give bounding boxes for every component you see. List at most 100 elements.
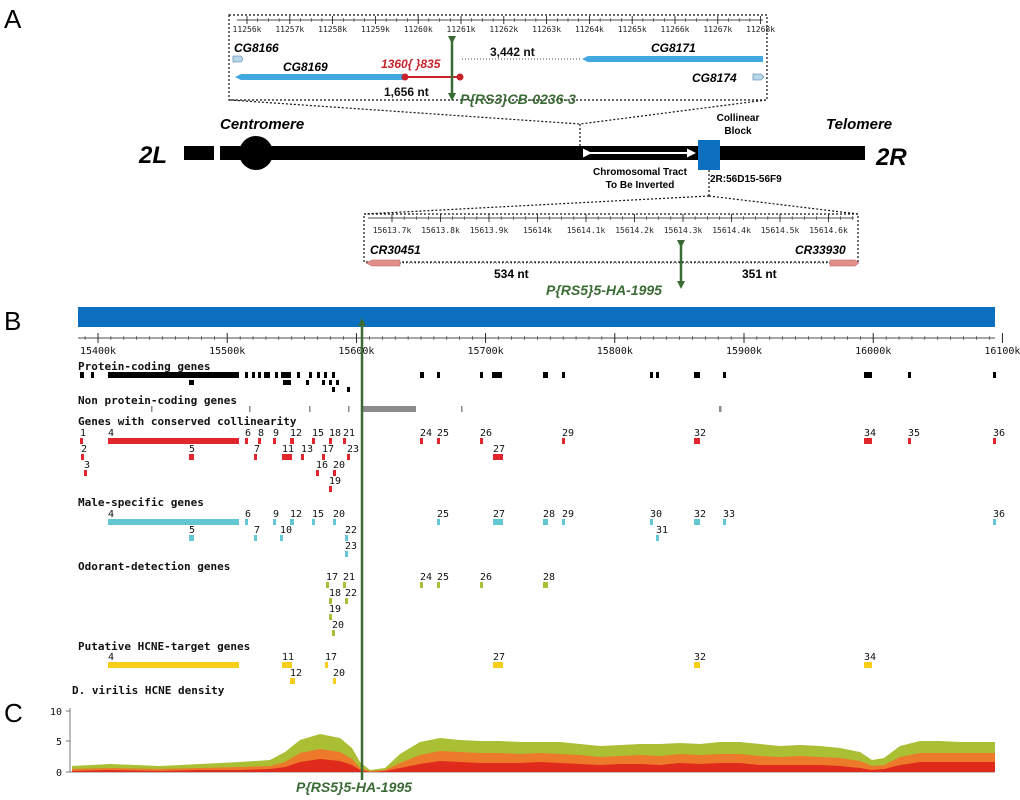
gene-mark [108, 438, 239, 444]
gene-number-label: 29 [562, 428, 574, 439]
top-inset-ticks: 11256k 11257k 11258k 11259k 11260k 11261k 1126… [233, 16, 775, 34]
gene-number-label: 19 [329, 604, 341, 615]
bottom-tick-label: 15613.7k [373, 226, 412, 235]
gene-mark [282, 662, 292, 668]
collinear-block-label-2: Block [724, 126, 752, 137]
centromere-label: Centromere [220, 116, 304, 133]
gene-mark [480, 438, 483, 444]
gene-mark [333, 470, 336, 476]
gene-mark [993, 438, 996, 444]
gene-number-label: 25 [437, 509, 449, 520]
bottom-inset-ticks: 15613.7k 15613.8k 15613.9k 15614k 15614.1k 15… [373, 214, 853, 235]
arm-label-2l: 2L [138, 142, 167, 169]
axis-tick-label: 16000k [855, 346, 891, 357]
tract-label-1: Chromosomal Tract [593, 167, 688, 178]
bottom-tick-label: 15614.6k [809, 226, 848, 235]
gene-mark [656, 535, 659, 541]
gene-number-label: 29 [562, 509, 574, 520]
centromere-circle [239, 136, 273, 170]
gene-number-label: 35 [908, 428, 920, 439]
odorant-track: 17 18 19 20 21 22 24 25 26 28 [326, 572, 555, 636]
gene-mark [908, 438, 911, 444]
deletion-right-dot [456, 73, 464, 81]
gene-number-label: 36 [993, 428, 1005, 439]
axis-tick-label: 16100k [984, 346, 1020, 357]
gene-mark [322, 454, 325, 460]
collinear-block [698, 140, 720, 170]
gene-number-label: 9 [273, 428, 279, 439]
gene-mark [864, 662, 872, 668]
gene-mark [290, 438, 294, 444]
track-title-protein-coding: Protein-coding genes [78, 360, 210, 373]
gene-number-label: 18 [329, 588, 341, 599]
track-title-odorant: Odorant-detection genes [78, 560, 230, 573]
gene-mark [312, 438, 315, 444]
top-tick-label: 11260k [404, 25, 433, 34]
gene-mark [273, 438, 276, 444]
gene-number-label: 9 [273, 509, 279, 520]
bottom-tick-label: 15613.8k [421, 226, 460, 235]
gene-number-label: 32 [694, 509, 706, 520]
gene-label-cr33930: CR33930 [795, 243, 846, 257]
gene-mark [316, 470, 319, 476]
gene-number-label: 7 [254, 525, 260, 536]
gene-mark [345, 551, 348, 557]
panel-a: 11256k 11257k 11258k 11259k 11260k 11261k 1126… [138, 14, 907, 298]
gene-mark [254, 454, 257, 460]
non-protein-coding-track [151, 406, 722, 412]
gene-mark [329, 614, 332, 620]
axis-tick-label: 15600k [338, 346, 374, 357]
gene-label-cg8171: CG8171 [651, 41, 696, 55]
insertion-label-bottom: P{RS5}5-HA-1995 [546, 282, 662, 298]
gene-number-label: 22 [345, 525, 357, 536]
zoom-line-top-left [229, 99, 581, 125]
gene-number-label: 22 [345, 588, 357, 599]
bottom-tick-label: 15614.5k [761, 226, 800, 235]
gene-number-label: 1 [80, 428, 86, 439]
gene-number-label: 21 [343, 572, 355, 583]
gene-number-label: 12 [290, 668, 302, 679]
gene-number-label: 20 [333, 668, 345, 679]
gene-number-label: 28 [543, 509, 555, 520]
panel-c: D. virilis HCNE density 10 5 0 [50, 684, 995, 779]
top-tick-label: 11257k [275, 25, 304, 34]
gene-number-label: 21 [343, 428, 355, 439]
gene-mark [282, 454, 292, 460]
zoom-line-bottom-right [708, 195, 859, 215]
bottom-dist-right: 351 nt [742, 267, 777, 281]
gene-mark [493, 519, 503, 525]
gene-mark [81, 454, 84, 460]
bottom-tick-label: 15614.1k [567, 226, 606, 235]
gene-mark [437, 519, 440, 525]
track-title-collinearity: Genes with conserved collinearity [78, 415, 297, 428]
gene-number-label: 12 [290, 428, 302, 439]
gene-number-label: 6 [245, 428, 251, 439]
top-tick-label: 11264k [575, 25, 604, 34]
gene-mark [326, 582, 329, 588]
hcne-target-track: 4 11 12 17 20 27 32 34 [108, 652, 876, 684]
gene-number-label: 15 [312, 428, 324, 439]
gene-mark [273, 519, 276, 525]
gene-number-label: 17 [325, 652, 337, 663]
gene-label-cg8166: CG8166 [234, 41, 279, 55]
gene-number-label: 20 [332, 620, 344, 631]
zoom-line-top-right [579, 99, 767, 125]
top-tick-label: 11265k [618, 25, 647, 34]
axis-tick-label: 15900k [726, 346, 762, 357]
gene-mark [254, 535, 257, 541]
track-title-non-protein-coding: Non protein-coding genes [78, 394, 237, 407]
gene-mark [420, 582, 423, 588]
y-tick-0: 0 [56, 768, 62, 779]
gene-mark [345, 535, 348, 541]
top-tick-label: 11267k [703, 25, 732, 34]
gene-number-label: 34 [864, 652, 876, 663]
gene-mark [290, 519, 294, 525]
bottom-tick-label: 15614.2k [615, 226, 654, 235]
axis-tick-label: 15500k [209, 346, 245, 357]
cr30451-gene [365, 259, 401, 267]
gene-mark [301, 454, 304, 460]
gene-mark [345, 598, 348, 604]
gene-label-cr30451: CR30451 [370, 243, 421, 257]
